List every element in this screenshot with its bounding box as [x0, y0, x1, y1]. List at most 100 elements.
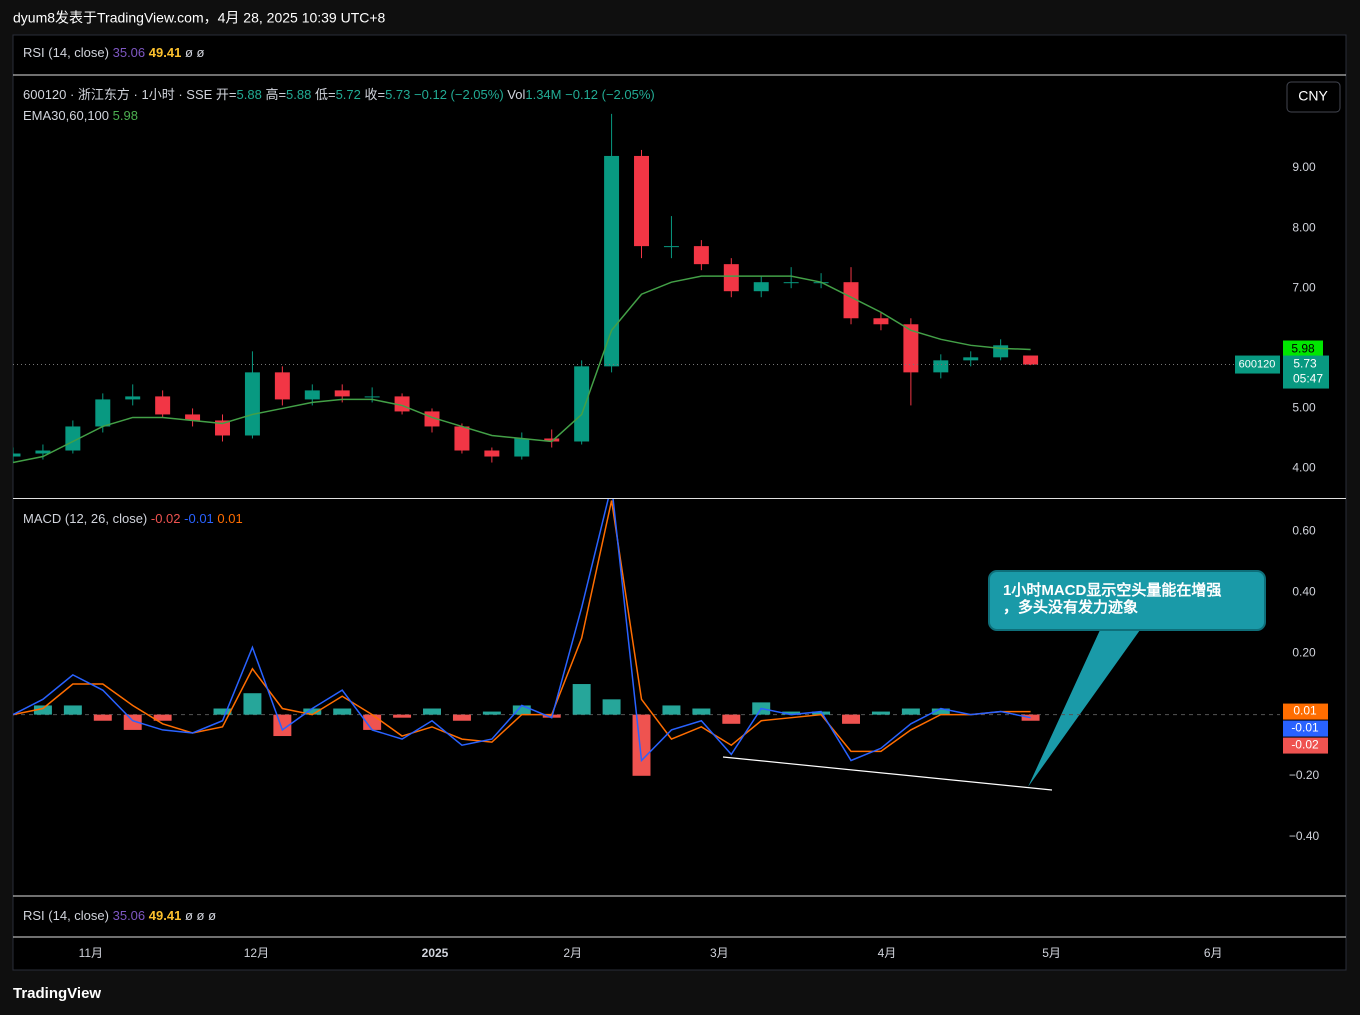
y-tick-label: 0.60: [1292, 523, 1316, 537]
y-tick-label: 5.00: [1292, 401, 1316, 415]
candle-body: [903, 324, 919, 373]
ema-tag: [1283, 340, 1323, 359]
y-tick-label: 9.00: [1292, 160, 1316, 174]
histogram-bar: [512, 705, 531, 715]
callout-text: 1小时MACD显示空头量能在增强: [1003, 581, 1221, 599]
candle-body: [663, 246, 679, 248]
symbol: 600120 · 浙江东方 · 1小时 · SSE: [23, 87, 213, 102]
histogram-bar: [662, 705, 681, 715]
candle-body: [933, 360, 949, 373]
candle-body: [95, 399, 111, 427]
histogram-bar: [692, 708, 711, 715]
callout-pointer: [1028, 630, 1140, 787]
macd-pane: [13, 499, 1280, 776]
candle-body: [364, 396, 380, 398]
ohlc-label: 高=: [265, 87, 286, 102]
candle-body: [65, 426, 81, 451]
histogram-bar: [33, 705, 52, 715]
ticker-tag: [1235, 355, 1280, 374]
candle-body: [963, 357, 979, 361]
currency-label[interactable]: CNY: [1298, 88, 1328, 104]
countdown: 05:47: [1293, 372, 1323, 386]
legend-value: -0.02: [151, 511, 181, 526]
histogram-bar: [452, 714, 471, 721]
rsi-legend: RSI (14, close) 35.06 49.41 ø ø ø: [23, 908, 216, 923]
ohlc-label: 开=: [216, 87, 237, 102]
rsi-value: 49.41: [149, 908, 182, 923]
histogram-bar: [572, 684, 591, 715]
histogram-bar: [333, 708, 352, 715]
legend-entry: EMA30,60,100: [23, 108, 109, 123]
price-tag-label: 5.73: [1293, 357, 1317, 371]
histogram-bar: [153, 714, 172, 721]
candle-body: [125, 396, 141, 400]
candle-body: [843, 282, 859, 319]
candle-body: [185, 414, 201, 421]
ohlc-value: 5.72: [336, 87, 361, 102]
candle-body: [753, 282, 769, 292]
rsi-value: 35.06: [113, 45, 146, 60]
ohlc-label: 收=: [365, 87, 386, 102]
candle-body: [604, 155, 620, 367]
change: −0.12 (−2.05%): [565, 87, 655, 102]
histogram-bar: [812, 711, 831, 715]
histogram-bar: [123, 714, 142, 730]
ohlc-value: 5.88: [286, 87, 311, 102]
signal-tag-label: 0.01: [1293, 704, 1317, 718]
candle-body: [693, 246, 709, 265]
legend-value: 5.98: [113, 108, 138, 123]
candle-body: [155, 396, 171, 415]
y-tick-label: 7.00: [1292, 280, 1316, 294]
candle-body: [544, 438, 560, 442]
ema-line: [13, 275, 1031, 464]
ema-legend: EMA30,60,100 5.98: [23, 108, 138, 123]
candle-body: [873, 318, 889, 325]
callout-box: [988, 570, 1266, 631]
rsi-extra: ø: [185, 45, 193, 60]
candle-body: [13, 453, 21, 457]
histogram-bar: [842, 714, 860, 724]
macd-tag-label: -0.01: [1291, 721, 1319, 735]
candle-body: [783, 282, 799, 284]
vol-label: Vol: [507, 87, 525, 102]
change: −0.12 (−2.05%): [414, 87, 504, 102]
currency-button[interactable]: [1286, 81, 1341, 113]
x-tick-label: 4月: [878, 946, 897, 960]
y-tick-label: 8.00: [1292, 220, 1316, 234]
histogram-tag: [1283, 737, 1328, 754]
ohlc-label: 低=: [315, 87, 336, 102]
candle-body: [35, 450, 51, 454]
candle-body: [334, 390, 350, 397]
chart-panel: [12, 34, 1347, 971]
rsi-extra: ø: [197, 908, 205, 923]
histogram-bar: [93, 714, 112, 721]
rsi-legend: RSI (14, close) 35.06 49.41 ø ø: [23, 45, 205, 60]
price-pane: [13, 113, 1280, 464]
histogram-bar: [393, 714, 412, 718]
rsi-title: RSI (14, close): [23, 45, 109, 60]
ticker-tag-label: 600120: [1239, 358, 1276, 370]
rsi-value: 35.06: [113, 908, 146, 923]
x-tick-label: 11月: [79, 946, 103, 960]
x-tick-label: 3月: [710, 946, 729, 960]
x-tick-label: 2月: [563, 946, 582, 960]
candle-body: [304, 390, 320, 400]
histogram-bar: [482, 711, 501, 715]
candle-body: [484, 450, 500, 457]
candle-body: [215, 420, 230, 436]
y-tick-label: −0.40: [1289, 829, 1320, 843]
brand: TradingView: [13, 985, 101, 1002]
rsi-extra: ø: [197, 45, 205, 60]
histogram-bar: [602, 699, 621, 715]
legend-value: -0.01: [184, 511, 214, 526]
histogram-bar: [243, 693, 262, 715]
y-tick-label: −0.20: [1289, 768, 1320, 782]
histogram-bar: [213, 708, 232, 715]
histogram-bar: [871, 711, 890, 715]
price-tag: [1283, 355, 1329, 389]
rsi-extra: ø: [185, 908, 193, 923]
histogram-bar: [63, 705, 82, 715]
y-tick-label: 4.00: [1292, 461, 1316, 475]
histogram-bar: [423, 708, 441, 715]
